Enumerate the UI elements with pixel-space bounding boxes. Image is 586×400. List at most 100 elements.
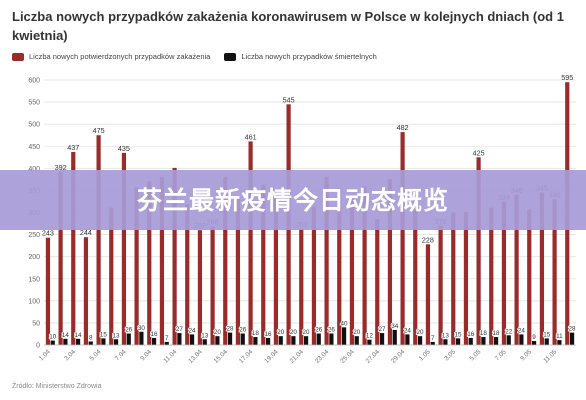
bar-deaths[interactable] xyxy=(202,339,207,345)
bar-confirmed[interactable] xyxy=(134,187,139,345)
bar-deaths[interactable] xyxy=(113,339,119,345)
bar-deaths[interactable] xyxy=(367,339,372,345)
bar-deaths[interactable] xyxy=(455,338,461,345)
bar-deaths[interactable] xyxy=(291,336,296,345)
bar-deaths[interactable] xyxy=(88,341,93,345)
bar-confirmed[interactable] xyxy=(45,237,51,345)
bar-confirmed[interactable] xyxy=(147,181,152,345)
bar-deaths[interactable] xyxy=(139,331,144,345)
bar-confirmed[interactable] xyxy=(121,152,127,345)
bar-confirmed[interactable] xyxy=(413,208,418,345)
bar-deaths[interactable] xyxy=(101,338,106,345)
bar-confirmed[interactable] xyxy=(400,132,405,345)
bar-deaths[interactable] xyxy=(75,338,81,345)
bar-deaths[interactable] xyxy=(316,333,321,345)
bar-deaths[interactable] xyxy=(215,336,220,345)
y-tick-label: 250 xyxy=(28,232,40,239)
data-label-deaths: 13 xyxy=(201,332,209,339)
legend-item-deaths[interactable]: Liczba nowych przypadków śmiertelnych xyxy=(224,52,377,61)
bar-deaths[interactable] xyxy=(329,333,334,345)
data-label-deaths: 16 xyxy=(151,331,159,338)
bar-deaths[interactable] xyxy=(405,334,410,345)
bar-deaths[interactable] xyxy=(392,329,397,345)
bar-deaths[interactable] xyxy=(481,337,486,345)
bar-deaths[interactable] xyxy=(303,336,309,345)
bar-deaths[interactable] xyxy=(164,341,169,345)
bar-confirmed[interactable] xyxy=(387,178,393,345)
data-label-deaths: 7 xyxy=(165,335,169,342)
data-label-confirmed: 475 xyxy=(93,126,105,135)
data-label-deaths: 26 xyxy=(315,327,323,334)
data-label-deaths: 12 xyxy=(366,333,374,340)
bar-deaths[interactable] xyxy=(341,327,347,345)
bar-confirmed[interactable] xyxy=(71,151,76,345)
bar-deaths[interactable] xyxy=(519,334,524,345)
x-tick-label: 5.04 xyxy=(89,348,103,362)
bar-confirmed[interactable] xyxy=(324,176,329,345)
bar-confirmed[interactable] xyxy=(109,207,114,345)
data-label-deaths: 40 xyxy=(341,320,349,327)
bar-deaths[interactable] xyxy=(557,340,562,345)
bar-confirmed[interactable] xyxy=(489,207,494,345)
bar-confirmed[interactable] xyxy=(425,244,431,345)
bar-confirmed[interactable] xyxy=(299,228,304,345)
bar-deaths[interactable] xyxy=(151,337,157,345)
bar-confirmed[interactable] xyxy=(58,171,63,345)
bar-deaths[interactable] xyxy=(354,336,359,345)
bar-confirmed[interactable] xyxy=(337,188,342,345)
bar-deaths[interactable] xyxy=(569,332,575,345)
bar-deaths[interactable] xyxy=(265,337,271,345)
bar-deaths[interactable] xyxy=(443,339,448,345)
data-label-deaths: 20 xyxy=(277,329,285,336)
bar-deaths[interactable] xyxy=(417,336,423,345)
bar-confirmed[interactable] xyxy=(463,212,469,345)
bar-deaths[interactable] xyxy=(63,338,68,345)
bar-confirmed[interactable] xyxy=(273,196,279,345)
bar-confirmed[interactable] xyxy=(552,199,557,345)
data-label-deaths: 22 xyxy=(505,328,513,335)
data-label-deaths: 28 xyxy=(227,326,235,333)
bar-deaths[interactable] xyxy=(430,341,435,345)
bar-deaths[interactable] xyxy=(177,333,182,345)
bar-confirmed[interactable] xyxy=(451,212,456,346)
bar-confirmed[interactable] xyxy=(96,135,101,345)
bar-deaths[interactable] xyxy=(126,333,131,345)
legend-item-confirmed[interactable]: Liczba nowych potwierdzonych przypadków … xyxy=(12,52,210,61)
bar-deaths[interactable] xyxy=(379,333,385,345)
bar-deaths[interactable] xyxy=(531,341,537,345)
bar-confirmed[interactable] xyxy=(83,237,89,345)
bar-confirmed[interactable] xyxy=(248,141,253,345)
bar-deaths[interactable] xyxy=(506,335,511,345)
bar-confirmed[interactable] xyxy=(501,201,507,345)
bar-deaths[interactable] xyxy=(493,337,499,345)
bar-confirmed[interactable] xyxy=(527,209,532,345)
bar-deaths[interactable] xyxy=(50,340,55,345)
bar-deaths[interactable] xyxy=(240,333,245,345)
bar-confirmed[interactable] xyxy=(172,167,177,345)
data-label-deaths: 18 xyxy=(480,330,488,337)
bar-confirmed[interactable] xyxy=(197,230,203,345)
bar-confirmed[interactable] xyxy=(235,196,241,345)
bar-confirmed[interactable] xyxy=(261,184,266,345)
bar-confirmed[interactable] xyxy=(514,194,519,345)
bar-confirmed[interactable] xyxy=(210,226,215,345)
bar-confirmed[interactable] xyxy=(539,192,545,345)
bar-confirmed[interactable] xyxy=(362,186,367,345)
bar-confirmed[interactable] xyxy=(159,177,165,345)
bar-deaths[interactable] xyxy=(253,337,258,345)
bar-confirmed[interactable] xyxy=(375,219,380,345)
bar-deaths[interactable] xyxy=(227,332,233,345)
bar-deaths[interactable] xyxy=(544,338,549,345)
bar-confirmed[interactable] xyxy=(223,177,228,345)
data-label-confirmed: 545 xyxy=(283,95,295,104)
overlay-banner xyxy=(0,170,586,230)
bar-confirmed[interactable] xyxy=(185,204,190,345)
data-label-deaths: 18 xyxy=(252,330,260,337)
bar-confirmed[interactable] xyxy=(476,157,481,345)
bar-deaths[interactable] xyxy=(189,334,195,345)
bar-confirmed[interactable] xyxy=(438,225,443,345)
bar-confirmed[interactable] xyxy=(311,206,317,345)
bar-confirmed[interactable] xyxy=(349,196,355,345)
bar-deaths[interactable] xyxy=(468,337,473,345)
bar-deaths[interactable] xyxy=(278,336,283,345)
